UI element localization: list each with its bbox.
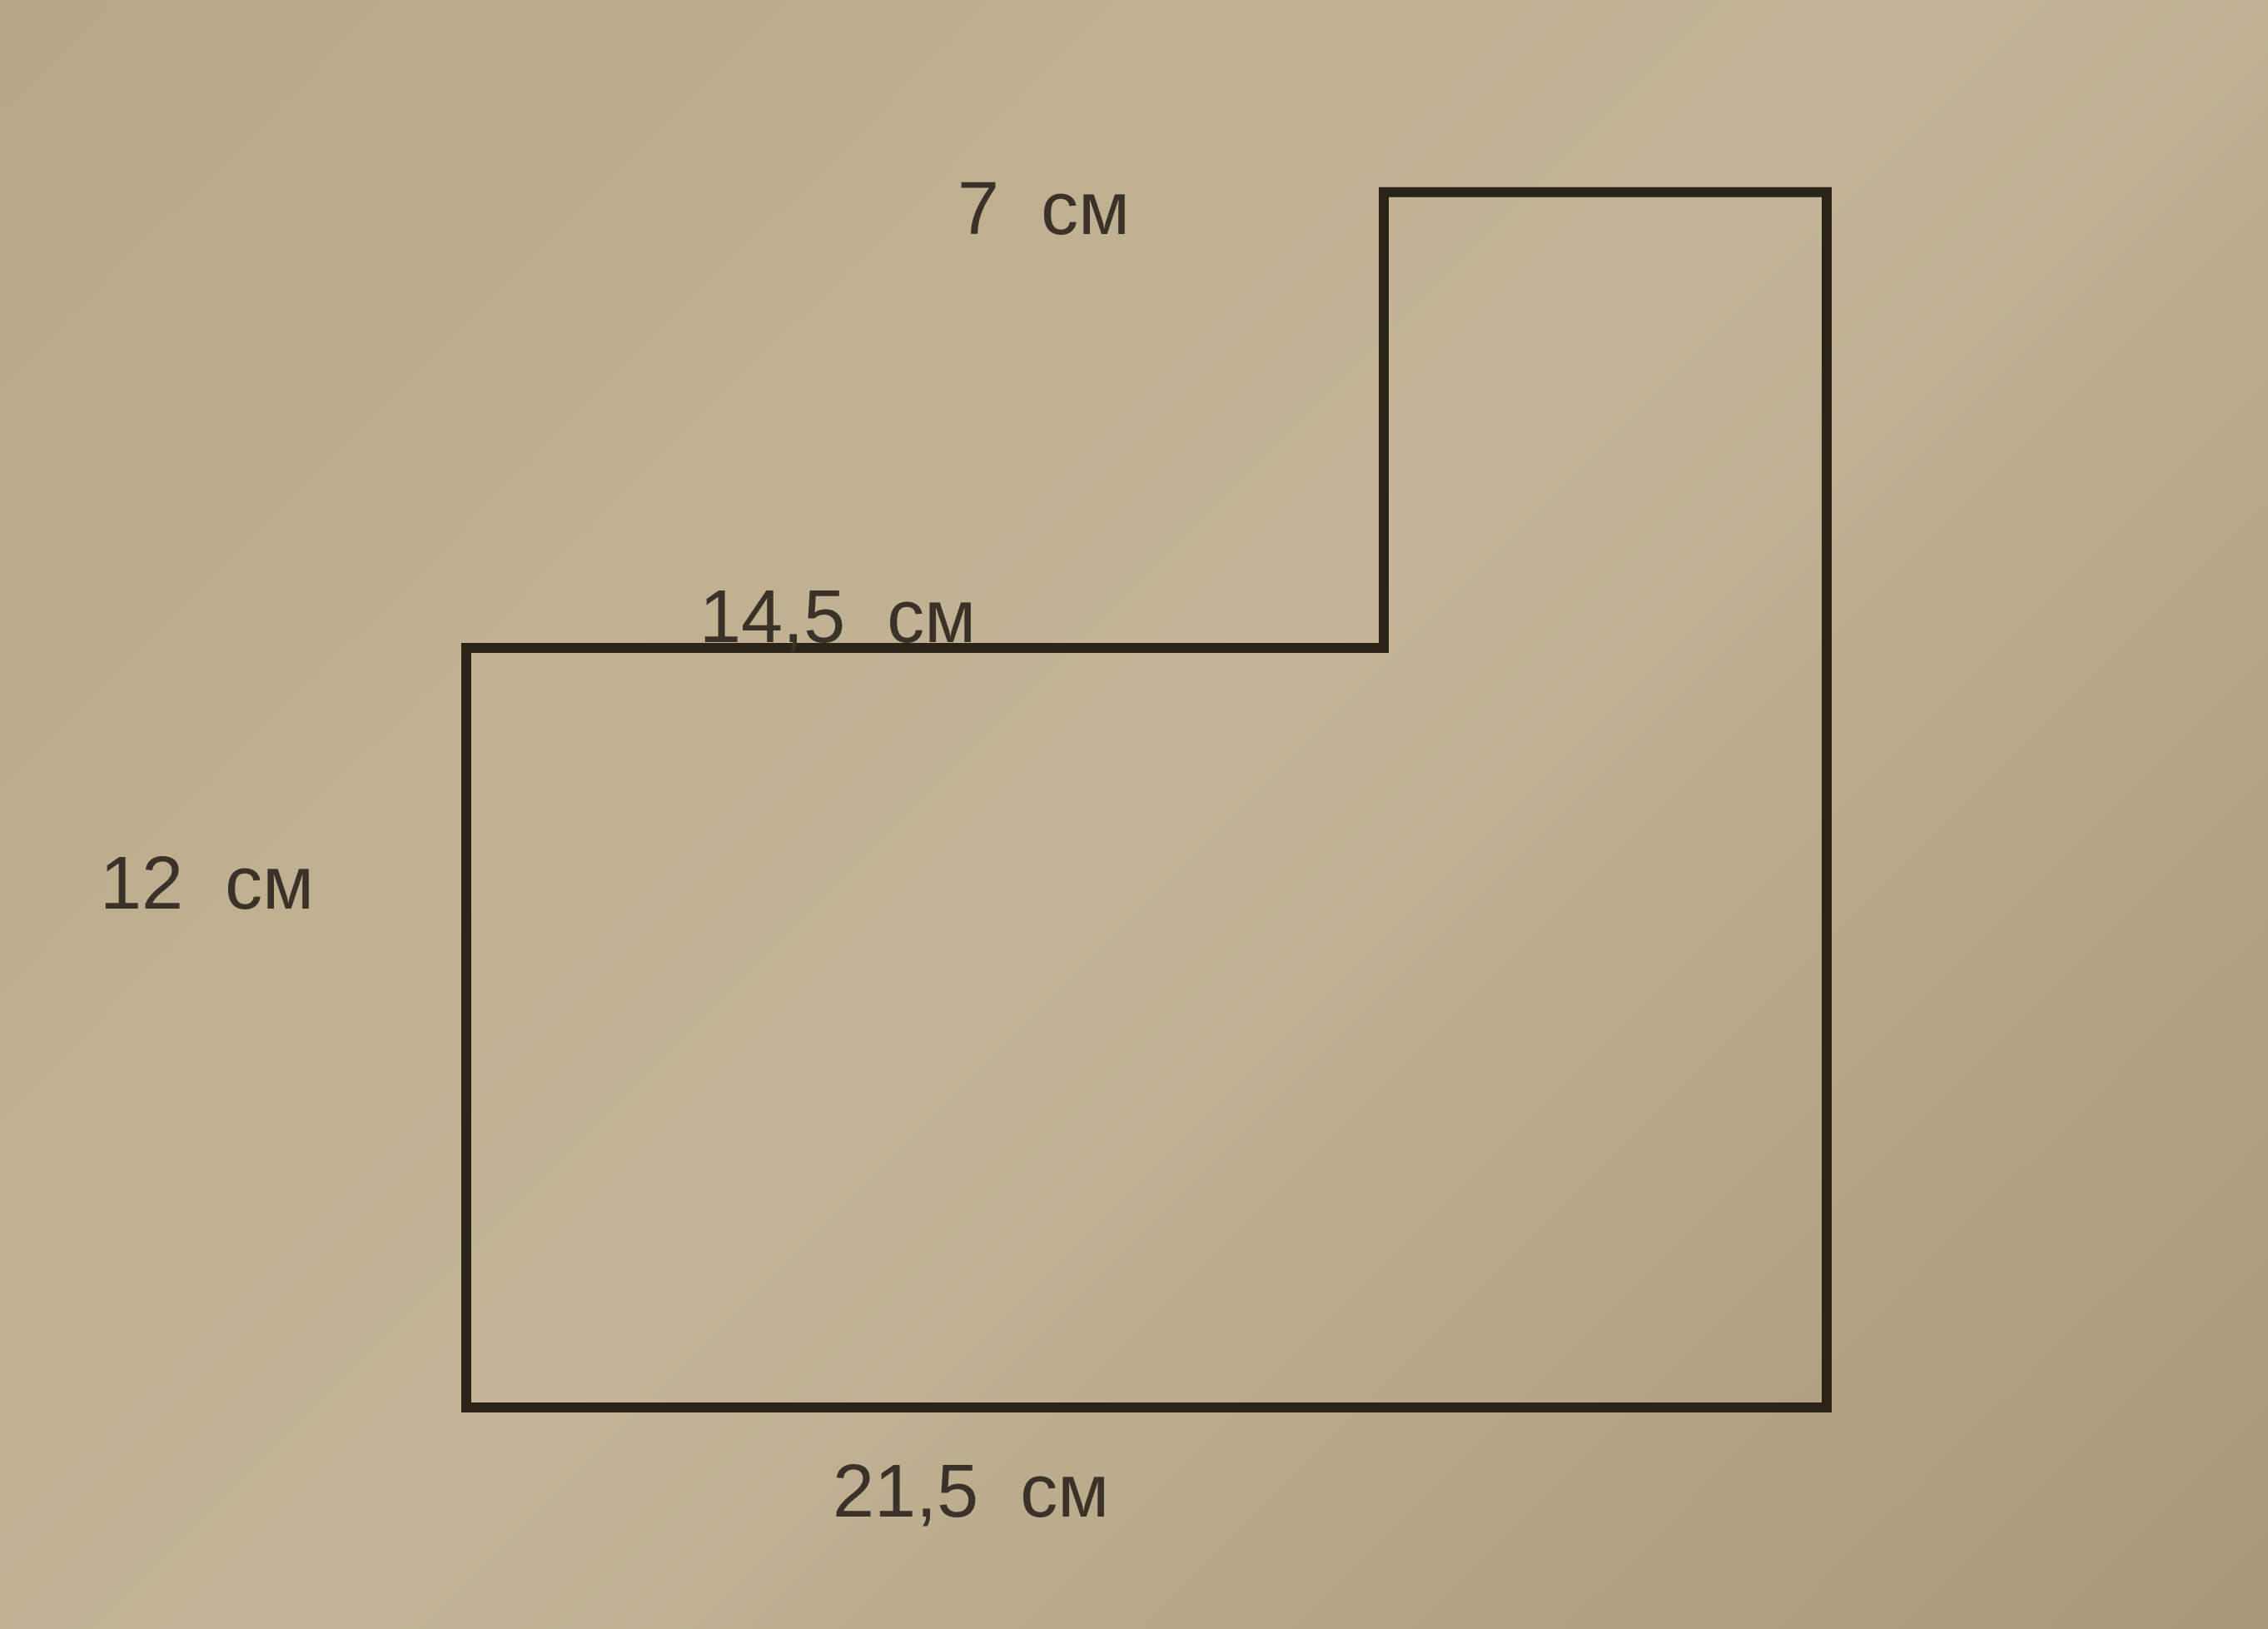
unit-top: см (1041, 167, 1130, 251)
geometric-diagram: 7 см 14,5 см 12 см 21,5 см (0, 0, 2268, 1629)
unit-left: см (225, 842, 314, 925)
value-left-height: 12 (100, 842, 183, 925)
value-middle-width: 14,5 (699, 575, 845, 659)
label-left-height: 12 см (100, 841, 314, 927)
label-top-width: 7 см (957, 167, 1130, 252)
l-shape-outline (0, 0, 2268, 1629)
label-middle-width: 14,5 см (699, 575, 976, 660)
unit-bottom: см (1020, 1450, 1109, 1533)
value-top-width: 7 (957, 167, 999, 251)
label-bottom-width: 21,5 см (833, 1449, 1109, 1535)
value-bottom-width: 21,5 (833, 1450, 978, 1533)
unit-middle: см (887, 575, 976, 659)
